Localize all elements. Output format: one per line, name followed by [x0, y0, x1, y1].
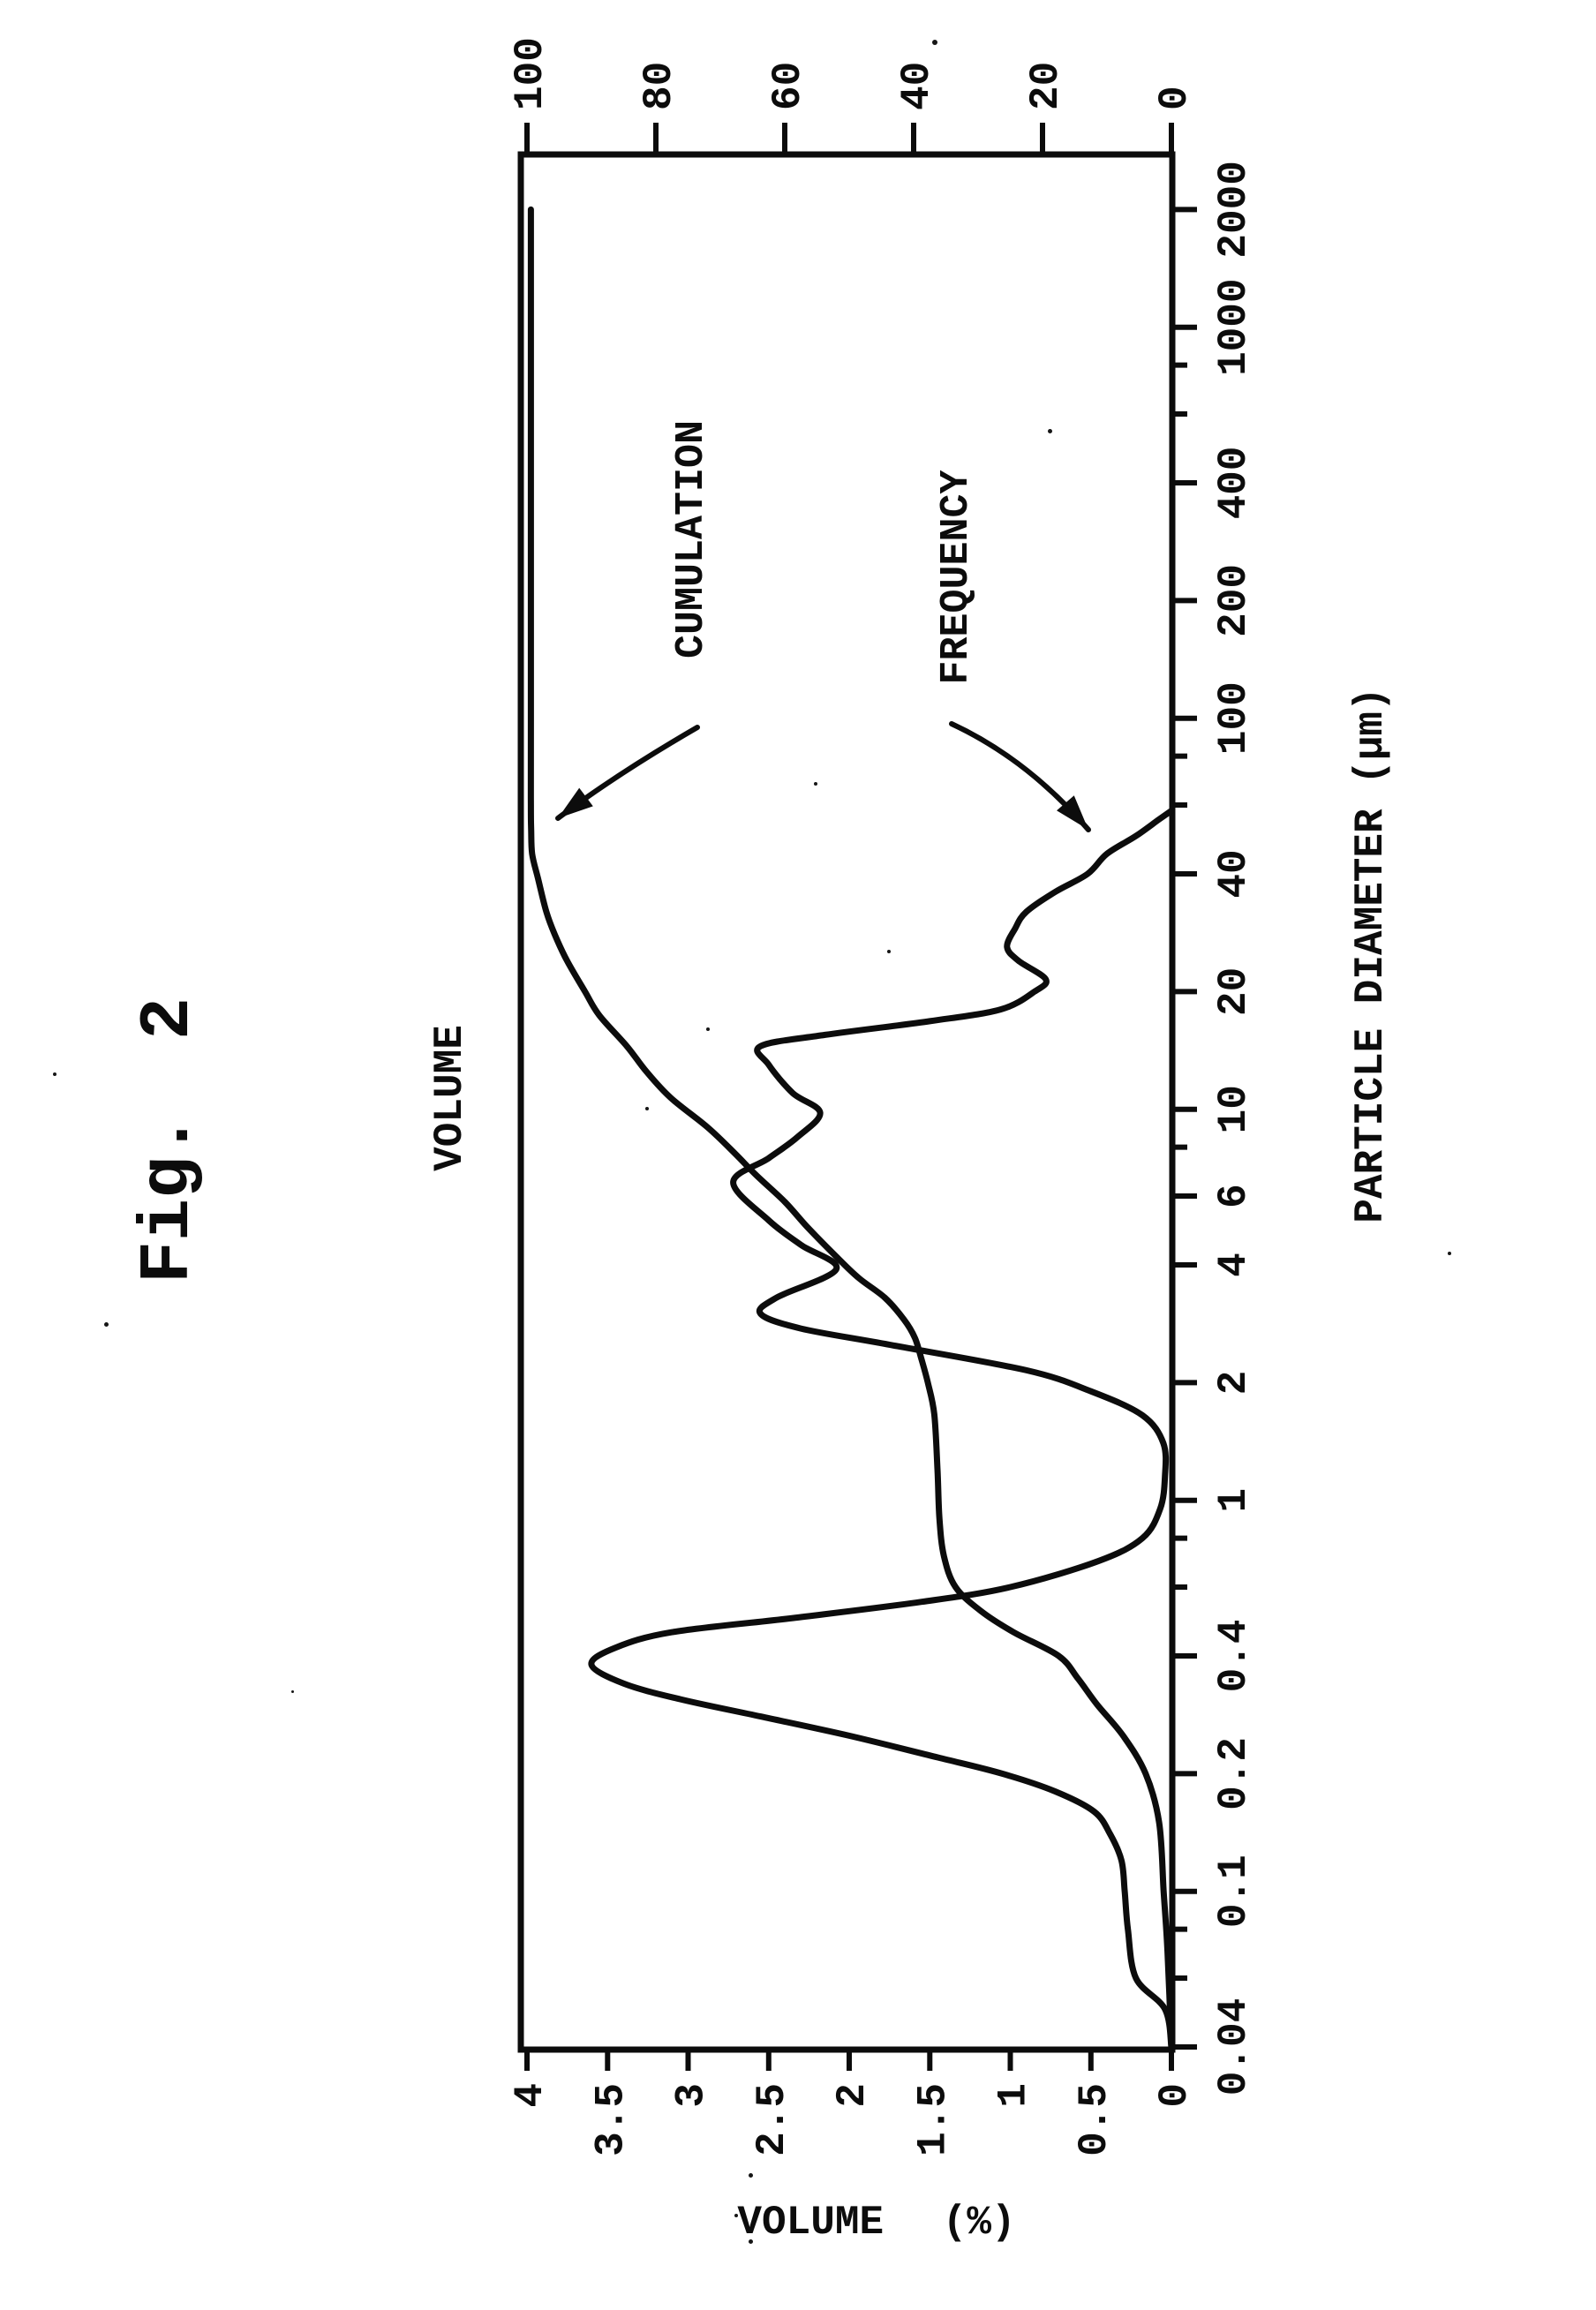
- x-tick-label: 1000: [1211, 278, 1257, 375]
- curve-frequency: [588, 808, 1175, 2050]
- scan-speckle: [814, 782, 817, 786]
- data-curves: [527, 206, 1175, 2050]
- x-tick-label: 6: [1211, 1184, 1257, 1208]
- scan-speckle: [887, 950, 891, 953]
- scan-speckle: [1448, 1252, 1451, 1255]
- scan-speckle: [53, 1072, 56, 1076]
- y-right-tick-label: 0: [1152, 86, 1198, 110]
- x-tick-label: 0.04: [1211, 1998, 1257, 2096]
- cumulation-arrow-head: [558, 787, 593, 818]
- x-tick-label: 100: [1211, 681, 1257, 755]
- x-tick-label: 1: [1211, 1488, 1257, 1513]
- scan-speckle: [291, 1690, 294, 1693]
- y-left-tick-label: 4: [508, 2083, 553, 2108]
- x-tick-label: 2: [1211, 1371, 1257, 1396]
- x-axis-ticks: 0.04 0.1 0.2 0.4 1 2 4 6 10 20 40 100 200 400 1000 2000: [1172, 161, 1257, 2096]
- x-tick-label: 0.2: [1211, 1737, 1257, 1810]
- scan-speckle: [1048, 429, 1052, 433]
- x-tick-label: 4: [1211, 1253, 1257, 1277]
- y-right-tick-label: 100: [508, 37, 553, 110]
- y-axis-title-horizontal: VOLUME (%): [737, 2200, 1016, 2246]
- scan-speckle: [749, 2173, 753, 2178]
- x-tick-label: 10: [1211, 1085, 1257, 1133]
- x-tick-label: 400: [1211, 447, 1257, 520]
- scan-speckle: [749, 2239, 753, 2244]
- x-tick-label: 200: [1211, 564, 1257, 637]
- x-tick-label: 40: [1211, 849, 1257, 898]
- chart-title: VOLUME: [427, 1025, 473, 1171]
- annotation-arrows: [555, 721, 1091, 832]
- y-left-tick-label: 3.5: [588, 2083, 634, 2156]
- y-left-tick-label: 0.5: [1072, 2083, 1118, 2156]
- y-right-axis-ticks: 100 80 60 40 20 0: [508, 37, 1198, 154]
- frequency-arrow-head: [1057, 795, 1088, 830]
- y-left-tick-label: 2: [830, 2083, 876, 2108]
- y-right-tick-label: 40: [894, 62, 940, 110]
- x-axis-title: PARTICLE DIAMETER (μm): [1348, 687, 1394, 1223]
- figure-title: Fig. 2: [129, 997, 209, 1283]
- scan-speckle: [1357, 944, 1360, 947]
- y-left-tick-label: 1.5: [910, 2083, 956, 2156]
- y-left-tick-label: 3: [669, 2083, 715, 2108]
- x-tick-label: 20: [1211, 967, 1257, 1016]
- series-label-cumulation: CUMULATION: [669, 420, 714, 658]
- curve-cumulation: [527, 206, 1175, 2050]
- y-left-tick-label: 1: [991, 2083, 1037, 2108]
- x-tick-label: 2000: [1211, 161, 1257, 258]
- scan-speckle: [645, 1107, 649, 1110]
- series-label-frequency: FREQUENCY: [934, 470, 979, 684]
- scan-speckle: [104, 1322, 109, 1327]
- y-right-tick-label: 80: [636, 62, 682, 110]
- y-right-tick-label: 20: [1023, 62, 1069, 110]
- scan-speckle: [932, 40, 937, 45]
- x-tick-label: 0.1: [1211, 1855, 1257, 1928]
- y-left-axis-ticks: 4 3.5 3 2.5 2 1.5 1 0.5 0: [508, 2050, 1198, 2156]
- y-right-tick-label: 60: [765, 62, 811, 110]
- scan-speckle: [734, 2214, 738, 2217]
- y-left-tick-label: 2.5: [749, 2083, 795, 2156]
- x-tick-label: 0.4: [1211, 1620, 1257, 1693]
- scan-speckle: [706, 1027, 710, 1031]
- plot-frame: [517, 151, 1176, 2053]
- y-left-tick-label: 0: [1152, 2083, 1198, 2108]
